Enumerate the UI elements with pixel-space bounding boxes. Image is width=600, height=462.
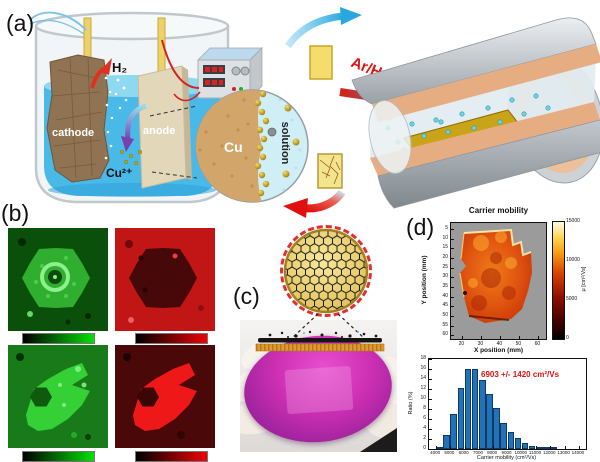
graphene-film-patch bbox=[284, 365, 354, 415]
histogram-bar bbox=[493, 408, 500, 449]
wire-blue bbox=[29, 11, 87, 31]
colorbar-label: μ [cm²/Vs] bbox=[581, 266, 587, 292]
graphene-lattice-inset bbox=[280, 225, 372, 317]
panel-a-scene: cathode H₂ anode Cu²⁺ bbox=[29, 7, 600, 218]
histogram-bar bbox=[514, 438, 522, 449]
histogram-annotation: 6903 +/- 1420 cm²/Vs bbox=[481, 370, 560, 379]
inset-cu-region bbox=[196, 90, 262, 202]
inset-solution-label: solution bbox=[279, 122, 291, 165]
h2-label: H₂ bbox=[112, 60, 127, 75]
hydrogen-bubbles bbox=[104, 76, 128, 160]
cu-foil-bar bbox=[255, 343, 385, 352]
colorbar-red-2 bbox=[135, 451, 208, 462]
wire-red bbox=[161, 39, 200, 89]
heatmap-x-ticks: 20 30 40 50 60 bbox=[458, 341, 541, 347]
map-green-flake bbox=[8, 345, 108, 448]
histogram-y-axis-label: Ratio (%) bbox=[408, 391, 414, 415]
tube-furnace bbox=[351, 17, 600, 209]
histogram-bar bbox=[479, 380, 486, 449]
panel-d-label: (d) bbox=[406, 214, 435, 240]
histogram-bar bbox=[457, 387, 464, 449]
quartz-tube-mouth bbox=[368, 100, 412, 174]
histogram-bar bbox=[450, 414, 457, 449]
graphene-layer bbox=[258, 338, 382, 343]
inset-cu-label: Cu bbox=[224, 139, 243, 155]
dissolution-arrow bbox=[121, 103, 147, 152]
anode-label: anode bbox=[143, 125, 175, 137]
surface-particles bbox=[268, 330, 378, 338]
power-display bbox=[203, 65, 225, 87]
impurity-atom bbox=[267, 127, 277, 137]
dashed-connector bbox=[149, 105, 198, 179]
panel-b-label: (b) bbox=[1, 200, 30, 226]
panel-c-label: (c) bbox=[233, 283, 260, 309]
h2-evolution: H₂ bbox=[90, 58, 127, 89]
wire-red-loop bbox=[173, 91, 201, 102]
histogram-bar bbox=[486, 394, 493, 449]
panel-a-label: (a) bbox=[6, 10, 35, 36]
h2-arrowhead bbox=[99, 58, 112, 75]
furnace-outer-shell-top bbox=[351, 17, 597, 105]
colorbar-green-2 bbox=[22, 451, 95, 462]
anode-electrode: anode bbox=[137, 65, 192, 189]
blue-cycle-arrow bbox=[285, 7, 362, 49]
wire-blue-2 bbox=[29, 19, 85, 35]
map-green-domain bbox=[8, 228, 108, 331]
cu-foil-fresh bbox=[309, 45, 333, 80]
honeycomb-lattice bbox=[286, 231, 366, 311]
histogram-x-ticks: 4000 5000 6000 7000 8000 9000 10000 11000 12000 1… bbox=[430, 450, 585, 455]
furnace-heater-top bbox=[372, 44, 600, 122]
power-knob bbox=[240, 66, 250, 76]
histogram-bar bbox=[500, 422, 507, 449]
map-red-flake bbox=[115, 345, 215, 448]
heatmap-colorbar bbox=[552, 221, 565, 340]
histogram-bar bbox=[464, 368, 472, 449]
histogram-plot: 6903 +/- 1420 cm²/Vs bbox=[428, 358, 587, 450]
histogram-bar bbox=[443, 435, 450, 449]
power-knob bbox=[231, 66, 241, 76]
cu-ion-label: Cu²⁺ bbox=[106, 166, 132, 180]
heatmap-sample bbox=[459, 228, 532, 323]
heatmap-x-axis-label: X position (mm) bbox=[473, 347, 524, 354]
histogram-bar bbox=[471, 369, 479, 449]
heatmap-plot bbox=[450, 222, 547, 340]
histogram-bar bbox=[507, 432, 514, 449]
heatmap-y-ticks: 5 10 15 20 25 30 35 40 45 50 55 60 bbox=[442, 224, 448, 338]
red-cycle-arrow bbox=[283, 189, 346, 218]
inset-gold-atoms bbox=[254, 90, 300, 197]
histogram-bar bbox=[543, 447, 550, 449]
cathode-label: cathode bbox=[52, 127, 94, 139]
zoom-inset-circle: Cu solution bbox=[195, 89, 309, 203]
heatmap-title: Carrier mobility bbox=[468, 206, 529, 215]
histogram-y-ticks: 0 2 4 6 8 10 12 14 16 18 bbox=[420, 355, 426, 451]
map-red-domain bbox=[115, 228, 215, 331]
graphene-on-foil-schematic bbox=[255, 330, 385, 352]
histogram-bar bbox=[528, 445, 536, 449]
furnace-outer-shell-bottom bbox=[377, 119, 600, 209]
cu-foil-annealed bbox=[317, 153, 343, 189]
colorbar-red-1 bbox=[135, 333, 208, 344]
histogram-x-axis-label: Carrier mobility (cm²/Vs) bbox=[476, 455, 537, 461]
heatmap-y-axis-label: Y position (mm) bbox=[421, 255, 428, 305]
copper-ions bbox=[119, 149, 143, 166]
colorbar-green-1 bbox=[22, 333, 95, 344]
furnace-heater-bottom bbox=[370, 102, 600, 176]
colorbar-ticks: 0 5000 10000 15000 bbox=[566, 218, 580, 341]
